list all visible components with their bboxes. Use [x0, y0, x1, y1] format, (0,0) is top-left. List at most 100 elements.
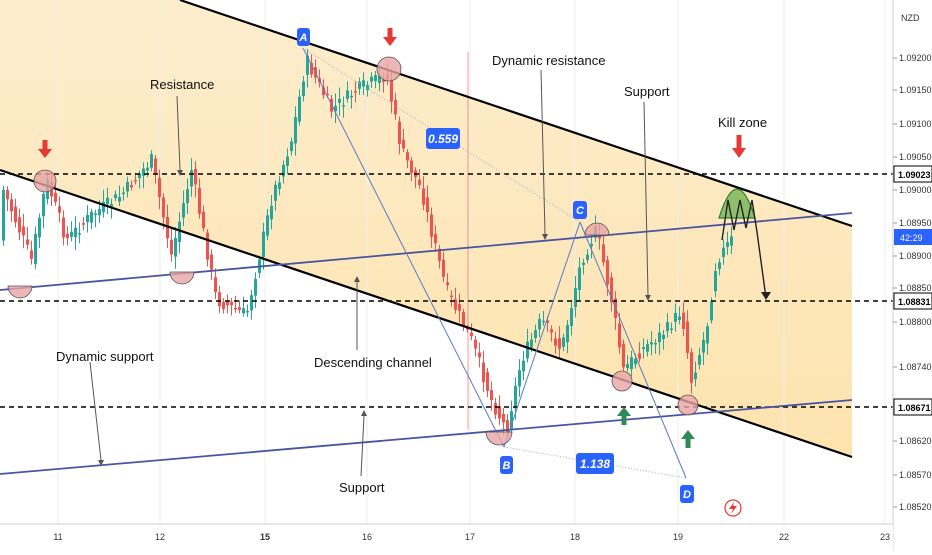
candle-body: [62, 217, 65, 238]
candle-body: [726, 242, 729, 248]
candle-body: [490, 390, 493, 401]
candle-body: [326, 93, 329, 96]
candle-body: [562, 337, 565, 347]
dynamic-resistance-line[interactable]: [0, 212, 853, 291]
candle-body: [370, 76, 373, 82]
candle-body: [630, 357, 633, 370]
candle-body: [546, 320, 549, 323]
candle-body: [134, 180, 137, 182]
candle-body: [346, 90, 349, 99]
candle-body: [674, 312, 677, 322]
candle-body: [666, 322, 669, 332]
candle-body: [378, 75, 381, 84]
channel-lower-line[interactable]: [0, 168, 853, 459]
kill-zone-projection: [718, 188, 771, 300]
candle-body: [730, 236, 733, 246]
candle-body: [206, 232, 209, 260]
candle-body: [118, 196, 121, 202]
candle-body: [374, 75, 377, 82]
candle-body: [78, 232, 81, 235]
candle-body: [622, 343, 625, 368]
price-tag-2: [893, 292, 932, 310]
candle-body: [518, 370, 521, 387]
candle-body: [130, 185, 133, 188]
candle-body: [682, 312, 685, 329]
candle-body: [526, 341, 529, 359]
time-axis[interactable]: 11 12 15 16 17 18 19 22 23: [0, 523, 893, 550]
candle-body: [686, 321, 689, 353]
candle-body: [94, 213, 97, 216]
candle-body: [262, 231, 265, 257]
candle-body: [202, 211, 205, 229]
candle-body: [654, 342, 657, 345]
candle-body: [506, 420, 509, 432]
candle-body: [574, 288, 577, 308]
candle-body: [618, 323, 621, 348]
news-event-icon[interactable]: [724, 499, 742, 517]
candle-body: [486, 372, 489, 391]
candle-body: [286, 156, 289, 166]
time-tick-label: 17: [465, 532, 475, 542]
point-label-d: D: [683, 489, 691, 501]
time-tick-label: 15: [260, 532, 270, 542]
channel-upper-line[interactable]: [179, 0, 853, 228]
candle-body: [26, 239, 29, 245]
time-tick-label: 11: [53, 532, 62, 542]
price-tag-3: [893, 398, 932, 416]
dynamic-support-line[interactable]: [0, 399, 853, 475]
red-down-arrow-icon: [383, 28, 397, 46]
ratio-label-2: 1.138: [580, 457, 610, 471]
price-axis[interactable]: NZD 1.092001.091501.091001.090501.090001…: [892, 0, 932, 550]
pattern-ratio-bd: [503, 446, 687, 479]
candle-body: [250, 295, 253, 311]
price-tag-1: [893, 165, 932, 183]
candle-body: [474, 339, 477, 349]
candle-body: [210, 254, 213, 270]
price-tick-label: 1.08570: [899, 470, 932, 480]
candle-body: [358, 81, 361, 89]
candle-body: [334, 105, 337, 112]
candle-body: [294, 116, 297, 144]
price-tick-label: 1.09100: [899, 119, 932, 129]
reaction-half-circle: [169, 271, 195, 285]
candle-body: [550, 329, 553, 333]
candle-body: [246, 310, 249, 313]
candle-body: [274, 184, 277, 201]
candle-body: [646, 344, 649, 352]
candle-body: [626, 364, 629, 369]
candle-body: [502, 413, 505, 423]
candle-body: [558, 338, 561, 349]
candle-body: [254, 279, 257, 296]
candle-body: [602, 244, 605, 263]
candle-body: [90, 211, 93, 223]
ratio-label-1: 0.559: [428, 132, 458, 146]
candle-body: [338, 98, 341, 103]
candle-body: [442, 259, 445, 277]
abcd-pattern: [302, 47, 687, 479]
candle-body: [350, 95, 353, 98]
candle-body: [650, 342, 653, 345]
candle-body: [214, 277, 217, 293]
candle-body: [634, 358, 637, 365]
candle-body: [450, 295, 453, 298]
annotation-pointer-heads: [98, 170, 651, 466]
green-up-arrow-icon: [681, 430, 695, 448]
kill-zone-label: Kill zone: [718, 115, 767, 130]
candle-body: [110, 203, 113, 208]
candle-body: [638, 353, 641, 359]
time-tick-label: 19: [673, 532, 683, 542]
candle-body: [234, 307, 237, 310]
candle-body: [302, 81, 305, 97]
sell-arrows: [38, 28, 746, 158]
candle-body: [478, 352, 481, 358]
price-tag-3-text: 1.08671: [898, 403, 931, 413]
candle-body: [154, 158, 157, 175]
ratio-boxes: 0.559 1.138: [426, 128, 614, 474]
candle-body: [182, 203, 185, 218]
candle-body: [242, 308, 245, 314]
candle-body: [462, 312, 465, 327]
projection-arrowhead: [761, 292, 771, 300]
candle-body: [82, 223, 85, 225]
